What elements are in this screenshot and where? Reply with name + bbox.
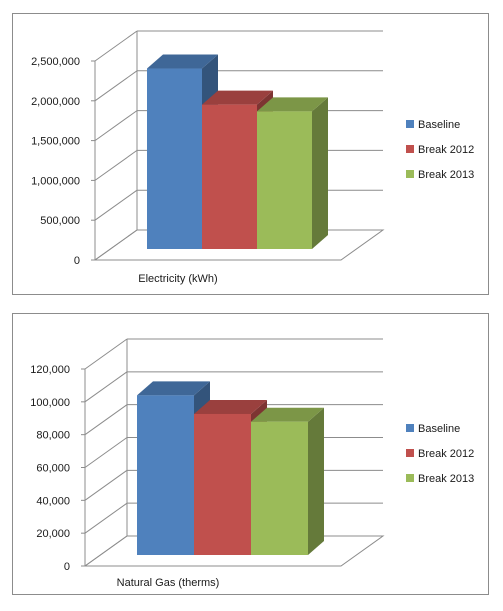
x-category-label: Electricity (kWh)	[138, 273, 217, 285]
gridline-side	[94, 110, 138, 142]
natural-gas-chart: 0 20,000 40,000 60,000 80,000 100,000 120,000 N…	[30, 338, 474, 589]
bar-side	[308, 407, 324, 555]
legend-label: Break 2012	[418, 448, 474, 460]
y-tick-label: 0	[64, 561, 70, 573]
natural-gas-chart-panel: 0 20,000 40,000 60,000 80,000 100,000 120,000 N…	[12, 313, 489, 595]
bar-front	[257, 111, 312, 249]
y-tick-label: 100,000	[30, 397, 70, 409]
y-tick-label: 40,000	[36, 495, 70, 507]
legend-swatch	[406, 170, 414, 178]
legend-label: Break 2013	[418, 473, 474, 485]
gridline-side	[84, 437, 128, 468]
y-tick-label: 120,000	[30, 364, 70, 376]
bar-front	[202, 104, 257, 249]
electricity-chart-panel: 0 500,000 1,000,000 1,500,000 2,000,000 2,500…	[12, 13, 489, 295]
bar-top	[137, 381, 210, 396]
legend-label: Break 2012	[418, 144, 474, 156]
legend-swatch	[406, 120, 414, 128]
bar-top	[147, 54, 218, 69]
legend-swatch	[406, 145, 414, 153]
gridline-side	[84, 469, 128, 501]
legend-swatch	[406, 449, 414, 457]
bar-front	[147, 68, 202, 249]
gridline-side	[94, 149, 138, 181]
y-tick-label: 1,500,000	[31, 136, 80, 148]
gridline-side	[84, 502, 128, 534]
electricity-chart: 0 500,000 1,000,000 1,500,000 2,000,000 2,500…	[31, 30, 474, 285]
gridline-side	[94, 189, 138, 221]
legend: Baseline Break 2012 Break 2013	[406, 423, 474, 485]
x-category-label: Natural Gas (therms)	[117, 577, 220, 589]
legend: Baseline Break 2012 Break 2013	[406, 119, 474, 181]
gridline-side	[84, 404, 128, 436]
y-tick-label: 0	[74, 255, 80, 267]
y-tick-label: 2,500,000	[31, 56, 80, 68]
gridline-side	[94, 30, 138, 62]
y-tick-label: 20,000	[36, 528, 70, 540]
bar-side	[312, 97, 328, 249]
y-tick-label: 60,000	[36, 463, 70, 475]
legend-swatch	[406, 424, 414, 432]
bar-front	[194, 413, 251, 555]
bar-break-2013	[257, 97, 328, 249]
y-tick-label: 500,000	[40, 215, 80, 227]
gridline-side	[84, 371, 128, 403]
bar-break-2013	[251, 407, 324, 555]
gridline-side	[84, 338, 128, 370]
legend-label: Baseline	[418, 119, 460, 131]
bar-front	[251, 421, 308, 555]
y-tick-label: 80,000	[36, 430, 70, 442]
legend-label: Baseline	[418, 423, 460, 435]
legend-swatch	[406, 474, 414, 482]
legend-label: Break 2013	[418, 169, 474, 181]
bar-top	[257, 97, 328, 112]
bar-top	[194, 399, 267, 414]
floor	[93, 229, 385, 261]
gridline-side	[94, 70, 138, 102]
y-tick-label: 1,000,000	[31, 175, 80, 187]
bar-front	[137, 395, 194, 555]
floor	[83, 535, 385, 567]
y-tick-label: 2,000,000	[31, 96, 80, 108]
bar-top	[251, 407, 324, 422]
bar-top	[202, 90, 273, 105]
